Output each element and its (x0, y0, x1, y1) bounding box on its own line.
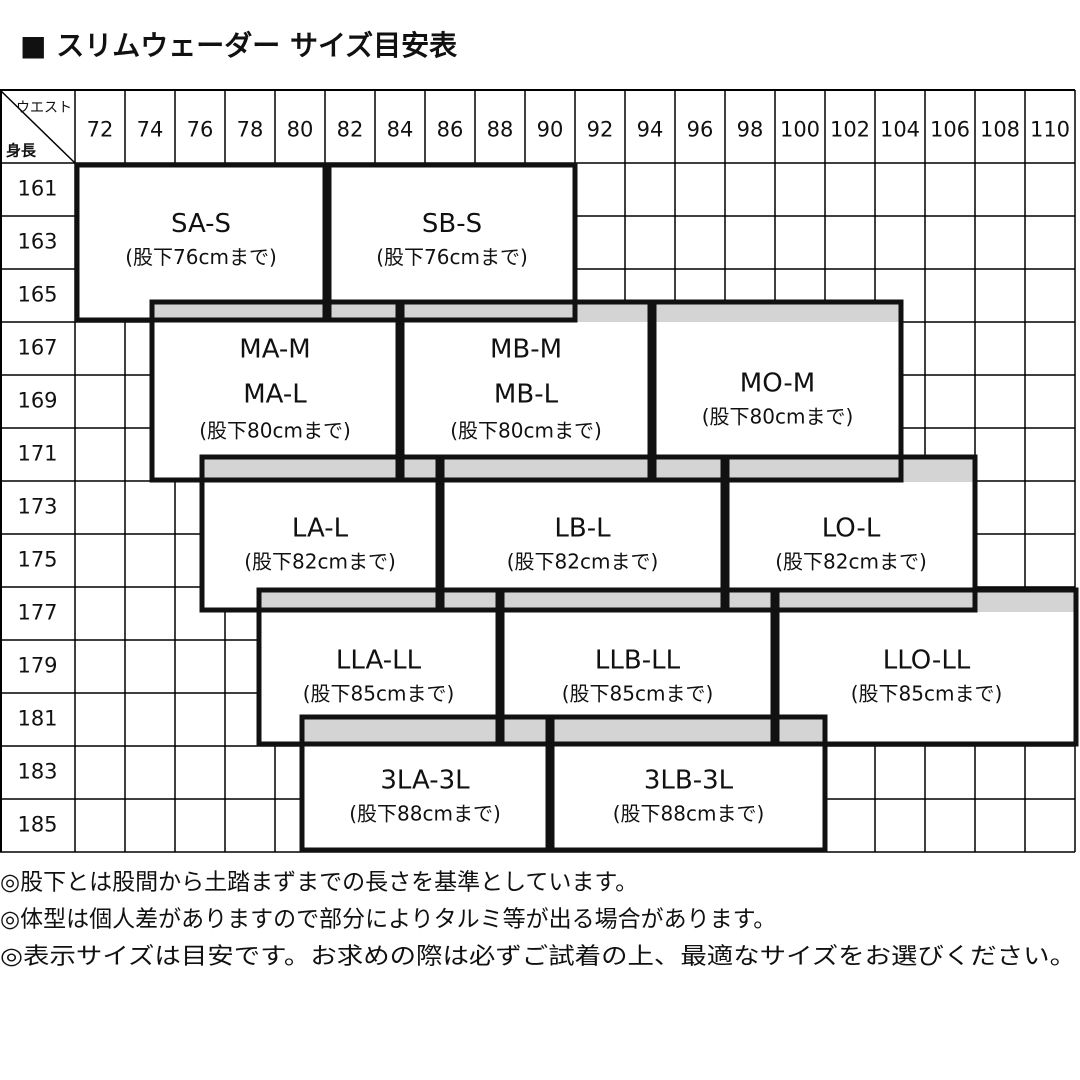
col-header: 108 (980, 118, 1020, 142)
size-note: (股下82cmまで) (775, 550, 927, 574)
corner-col: ウエスト (16, 100, 72, 116)
size-box (256, 587, 501, 747)
row-header: 177 (17, 601, 57, 625)
row-header: 171 (17, 442, 57, 466)
col-header: 84 (387, 118, 414, 142)
col-header: 92 (587, 118, 614, 142)
size-note: (股下80cmまで) (702, 405, 854, 429)
overlap-band (300, 715, 550, 746)
size-box-fill (150, 300, 400, 482)
col-header: 104 (880, 118, 920, 142)
size-box (149, 299, 401, 483)
size-box (724, 454, 978, 613)
note: ◎股下とは股間から土踏まずまでの長さを基準としています。 (0, 870, 638, 896)
size-note: (股下85cmまで) (562, 682, 714, 706)
col-header: 90 (537, 118, 564, 142)
overlap-band (150, 300, 400, 322)
size-note: (股下76cmまで) (376, 245, 528, 269)
size-name: SB-S (422, 209, 482, 239)
col-header: 96 (687, 118, 714, 142)
size-box (299, 714, 551, 853)
row-header: 161 (17, 177, 57, 201)
col-header: 82 (337, 118, 364, 142)
col-header: 76 (187, 118, 214, 142)
size-note: (股下85cmまで) (851, 682, 1003, 706)
size-box (499, 587, 776, 747)
col-header: 98 (737, 118, 764, 142)
size-note: (股下88cmまで) (613, 802, 765, 826)
size-name: 3LA-3L (380, 766, 470, 796)
size-note: (股下85cmまで) (303, 682, 455, 706)
size-box (326, 162, 578, 323)
size-box (439, 454, 726, 613)
size-note: (股下80cmまで) (450, 419, 602, 443)
size-name: MA-M (239, 335, 310, 365)
col-header: 72 (87, 118, 114, 142)
col-header: 74 (137, 118, 164, 142)
overlap-band (652, 300, 903, 322)
row-header: 173 (17, 495, 57, 519)
size-note: (股下76cmまで) (125, 245, 277, 269)
row-header: 163 (17, 230, 57, 254)
col-header: 94 (637, 118, 664, 142)
size-box-fill (400, 300, 652, 482)
row-header: 167 (17, 336, 57, 360)
row-header: 165 (17, 283, 57, 307)
size-box-fill (652, 300, 903, 482)
corner-diagonal (0, 89, 76, 164)
title: ■ スリムウェーダー サイズ目安表 (20, 29, 457, 62)
col-header: 78 (237, 118, 264, 142)
size-name: LA-L (292, 514, 349, 544)
size-name: LB-L (554, 514, 611, 544)
overlap-band (400, 300, 652, 322)
col-header: 110 (1030, 118, 1070, 142)
overlap-band (550, 715, 827, 746)
size-name: MB-L (494, 380, 559, 410)
row-header: 183 (17, 760, 57, 784)
row-header: 169 (17, 389, 57, 413)
size-name: 3LB-3L (644, 766, 734, 796)
size-box-fill (75, 163, 327, 322)
col-header: 86 (437, 118, 464, 142)
size-box (651, 299, 904, 483)
size-box (774, 587, 1079, 747)
size-name: LLA-LL (336, 646, 422, 676)
size-name: LO-L (822, 514, 881, 544)
size-box (199, 454, 441, 613)
size-name: LLB-LL (595, 646, 681, 676)
col-header: 100 (780, 118, 820, 142)
size-box (549, 714, 828, 853)
size-name: SA-S (171, 209, 231, 239)
size-box (74, 162, 328, 323)
size-note: (股下82cmまで) (244, 550, 396, 574)
col-header: 88 (487, 118, 514, 142)
row-header: 181 (17, 707, 57, 731)
row-header: 175 (17, 548, 57, 572)
size-note: (股下80cmまで) (199, 419, 351, 443)
row-header: 185 (17, 813, 57, 837)
size-name: MA-L (243, 380, 307, 410)
corner-row: 身長 (6, 142, 37, 160)
col-header: 102 (830, 118, 870, 142)
col-header: 106 (930, 118, 970, 142)
size-box (399, 299, 653, 483)
row-header: 179 (17, 654, 57, 678)
size-name: LLO-LL (883, 646, 971, 676)
col-header: 80 (287, 118, 314, 142)
size-box-fill (327, 163, 577, 322)
size-name: MB-M (490, 335, 562, 365)
size-name: MO-M (740, 369, 815, 399)
size-note: (股下82cmまで) (507, 550, 659, 574)
note: ◎体型は個人差がありますので部分によりタルミ等が出る場合があります。 (0, 907, 776, 933)
note: ◎表示サイズは目安です。お求めの際は必ずご試着の上、最適なサイズをお選びください… (0, 944, 1076, 970)
size-note: (股下88cmまで) (349, 802, 501, 826)
